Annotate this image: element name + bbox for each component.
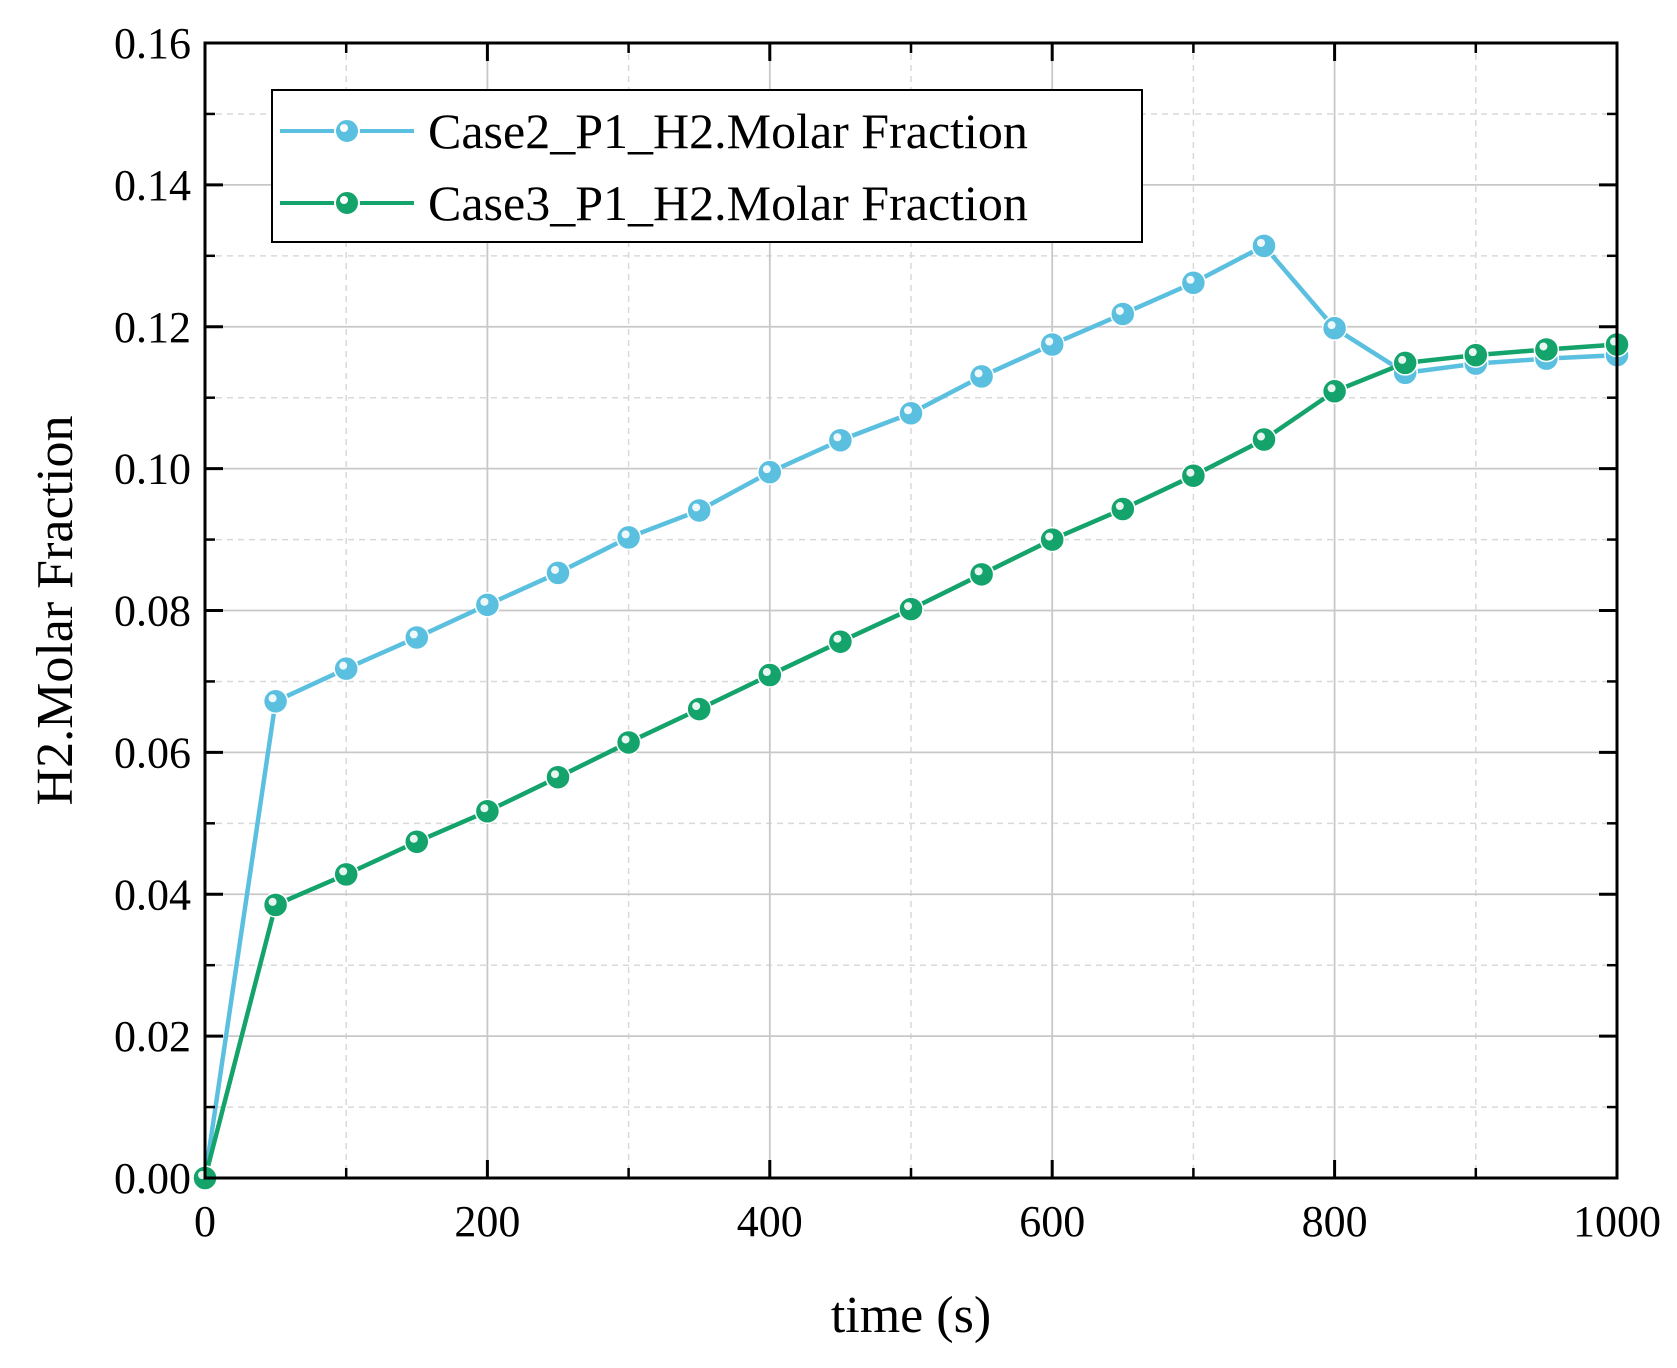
data-point-highlight (339, 867, 348, 876)
data-point (1039, 331, 1065, 358)
series-layer (192, 233, 1630, 1191)
data-point-highlight (339, 661, 348, 670)
y-tick-label: 0.02 (114, 1012, 191, 1061)
data-point-highlight (409, 834, 418, 843)
legend-marker-case3 (334, 190, 360, 216)
y-tick-label: 0.12 (114, 303, 191, 352)
data-point-highlight (268, 897, 277, 906)
y-tick-label: 0.14 (114, 161, 191, 210)
x-tick-label: 800 (1302, 1197, 1368, 1246)
data-point-highlight (1327, 384, 1336, 393)
data-point (262, 892, 289, 918)
data-point (968, 561, 995, 588)
data-point-highlight (833, 433, 842, 442)
legend-box (271, 89, 1143, 243)
legend-label-case3: Case3_P1_H2.Molar Fraction (428, 175, 1028, 231)
ticks (203, 41, 1619, 1180)
data-point-highlight (551, 565, 559, 574)
data-point (757, 459, 783, 485)
data-point (1180, 462, 1207, 489)
data-point (686, 696, 712, 722)
data-point-highlight (1468, 348, 1477, 357)
tick-labels: 0 200 400 600 800 1000 0.00 0.02 0.04 0.06 0.08 0.1… (114, 19, 1661, 1246)
data-point-highlight (409, 630, 418, 639)
data-point (898, 400, 924, 427)
data-point-highlight (1045, 532, 1054, 541)
data-point-highlight (1186, 275, 1195, 284)
data-point (1251, 426, 1277, 453)
data-point-highlight (974, 567, 983, 576)
y-tick-label: 0.04 (114, 870, 191, 919)
y-tick-label: 0.08 (114, 587, 191, 636)
data-point-highlight (268, 694, 277, 703)
data-point (262, 688, 289, 715)
data-point-highlight (551, 770, 559, 779)
data-point (1110, 496, 1136, 522)
data-point (1533, 336, 1560, 363)
y-tick-label: 0.16 (114, 19, 191, 68)
x-tick-label: 1000 (1573, 1197, 1661, 1246)
data-point (333, 655, 359, 682)
data-point-highlight (1327, 321, 1336, 330)
data-point (545, 560, 571, 586)
data-point-highlight (1539, 342, 1548, 351)
data-point (1321, 315, 1348, 341)
data-point-highlight (1045, 337, 1054, 346)
y-tick-label: 0.10 (114, 445, 191, 494)
legend-marker-case2 (334, 118, 360, 144)
data-point (404, 829, 430, 855)
x-tick-label: 400 (737, 1197, 803, 1246)
data-point (898, 596, 924, 622)
data-point (404, 624, 430, 651)
data-point (615, 729, 642, 756)
y-tick-label: 0.06 (114, 728, 191, 777)
data-point-highlight (621, 735, 630, 744)
data-point (1321, 378, 1348, 405)
data-point-highlight (1257, 432, 1265, 441)
x-tick-label: 200 (454, 1197, 520, 1246)
data-point (1392, 350, 1418, 376)
y-tick-label: 0.00 (114, 1154, 191, 1203)
data-point (615, 524, 642, 551)
legend-marker-highlight-case2 (340, 124, 348, 132)
data-point-highlight (1257, 238, 1265, 247)
data-point-highlight (1186, 468, 1195, 477)
data-point (545, 764, 571, 790)
data-point-highlight (621, 530, 630, 539)
data-point-highlight (480, 804, 489, 813)
data-point (1110, 301, 1136, 327)
x-tick-label: 600 (1019, 1197, 1085, 1246)
data-point-highlight (762, 465, 771, 474)
data-point (474, 592, 501, 618)
data-point (1039, 526, 1065, 553)
legend-marker-highlight-case3 (340, 196, 348, 204)
data-point-highlight (833, 634, 842, 643)
data-point (1180, 270, 1207, 296)
data-point-highlight (1115, 306, 1124, 315)
data-point (1251, 233, 1277, 259)
x-axis-title: time (s) (831, 1287, 991, 1344)
data-point (827, 427, 854, 453)
data-point-highlight (974, 369, 983, 378)
data-point-highlight (904, 602, 912, 611)
data-point (686, 497, 712, 524)
data-point-highlight (762, 668, 771, 677)
data-point-highlight (480, 597, 489, 606)
data-point (1463, 342, 1489, 368)
data-point-highlight (692, 503, 701, 512)
data-point (757, 662, 783, 688)
data-point (333, 861, 359, 888)
legend-label-case2: Case2_P1_H2.Molar Fraction (428, 103, 1028, 159)
data-point-highlight (1398, 355, 1407, 364)
data-point (968, 363, 995, 390)
data-point (474, 798, 501, 825)
data-point-highlight (904, 406, 912, 415)
y-axis-title: H2.Molar Fraction (27, 416, 84, 806)
legend: Case2_P1_H2.Molar Fraction Case3_P1_H2.M… (271, 89, 1143, 243)
data-point-highlight (692, 702, 701, 711)
x-tick-label: 0 (194, 1197, 216, 1246)
data-point (827, 628, 854, 655)
data-point-highlight (1115, 502, 1124, 511)
